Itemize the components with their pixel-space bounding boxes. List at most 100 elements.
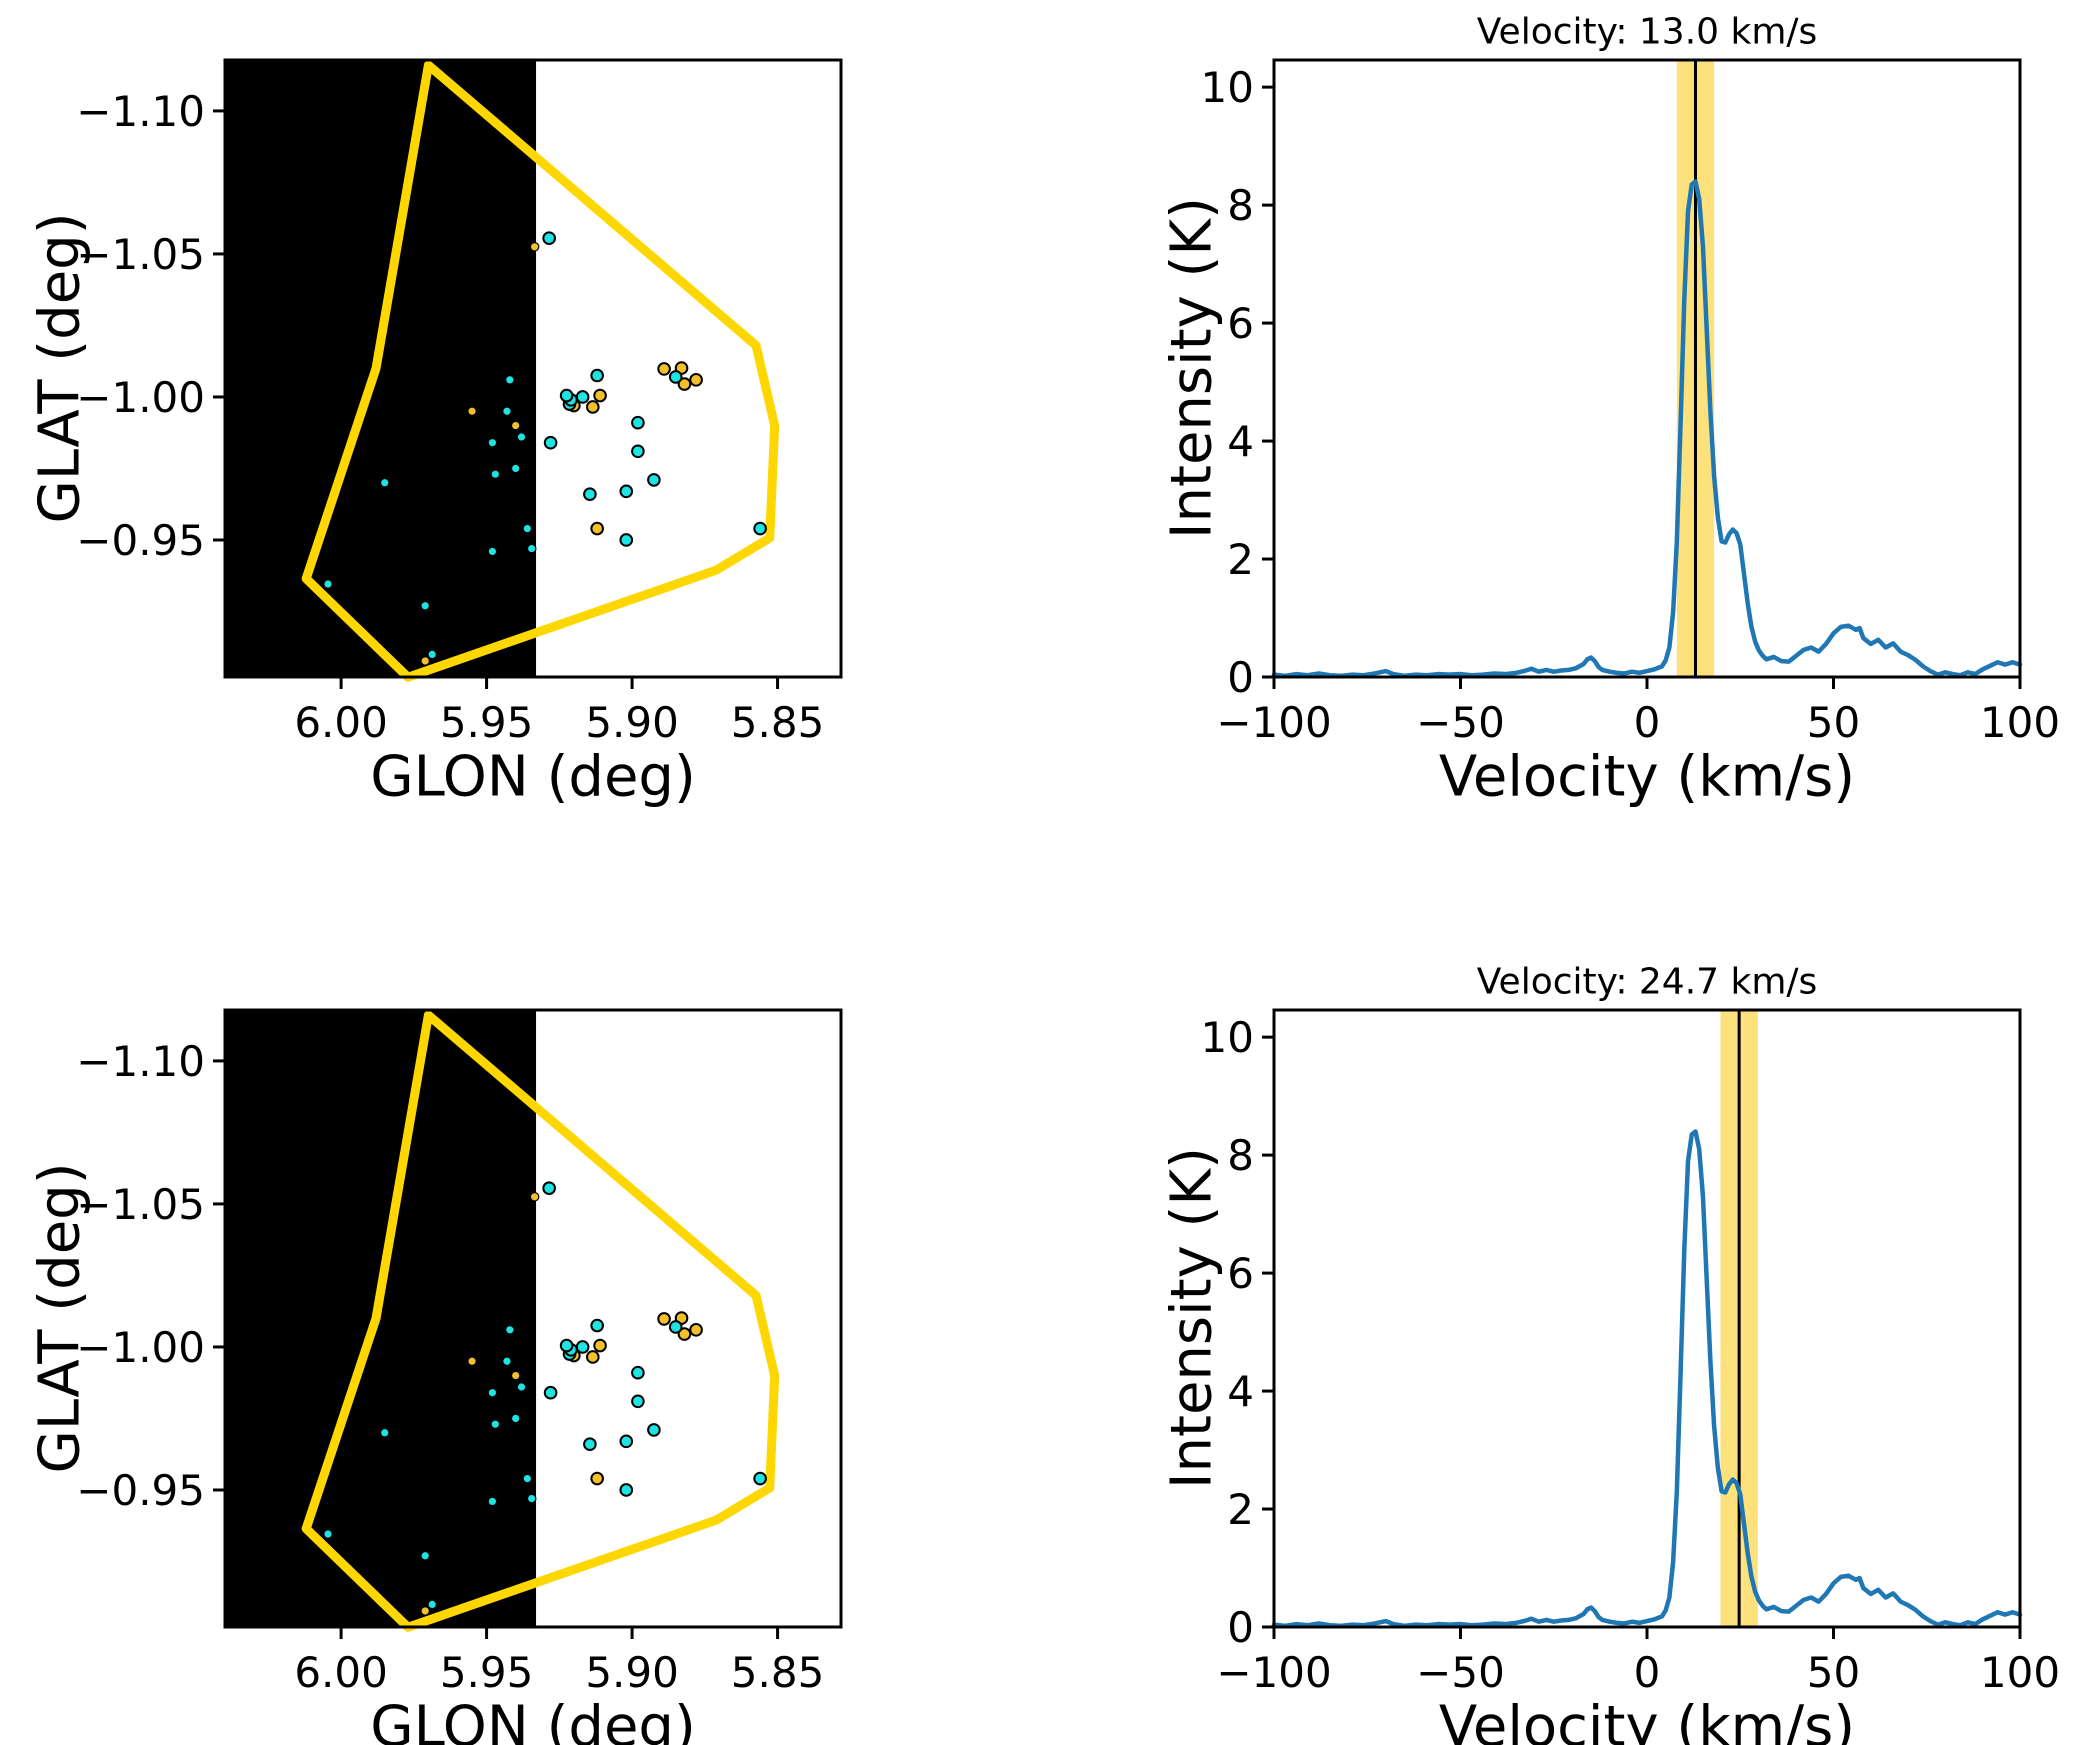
spectrum-bottom-ytick-label: 4 xyxy=(1227,1367,1254,1416)
map-bottom-point-cyan xyxy=(522,1473,533,1484)
map-bottom-point-cyan xyxy=(502,1356,512,1367)
map-top-point-cyan xyxy=(543,435,558,450)
map-top-point-cyan xyxy=(379,477,390,488)
map-top-point-cyan xyxy=(590,368,604,383)
map-top-point-cyan xyxy=(487,546,498,557)
map-top-xtick-label: 5.90 xyxy=(585,698,679,747)
spectrum-bottom-ytick-label: 6 xyxy=(1227,1249,1254,1298)
map-top-point-cyan xyxy=(505,374,515,385)
map-top-point-cyan xyxy=(510,463,521,474)
map-bottom-point-yellow xyxy=(689,1322,703,1337)
map-top-point-cyan xyxy=(516,432,527,442)
spectrum-top-xlabel: Velocity (km/s) xyxy=(1438,744,1856,810)
map-top-point-yellow xyxy=(593,388,607,403)
map-top-point-cyan xyxy=(420,600,430,611)
map-top-xlabel: GLON (deg) xyxy=(370,744,696,810)
map-bottom-point-cyan xyxy=(575,1340,590,1354)
map-bottom-point-cyan xyxy=(323,1529,333,1539)
spectrum-top-xtick-label: 100 xyxy=(1980,698,2060,747)
map-bottom-point-yellow xyxy=(593,1338,607,1353)
map-top-point-cyan xyxy=(583,487,597,502)
map-top-point-cyan xyxy=(427,649,437,660)
map-bottom-point-cyan xyxy=(490,1419,501,1429)
map-top-point-cyan xyxy=(559,388,574,403)
spectrum-top-ytick-label: 10 xyxy=(1201,63,1254,112)
map-top-ytick-label: −1.10 xyxy=(76,87,205,136)
spectrum-top-xtick-label: 0 xyxy=(1634,698,1661,747)
map-bottom-point-cyan xyxy=(510,1413,521,1424)
map-top-point-yellow xyxy=(585,400,600,414)
map-top-point-cyan xyxy=(753,521,767,536)
map-top-point-yellow xyxy=(467,406,477,417)
map-top-point-cyan xyxy=(490,469,501,479)
spectrum-top-spectrum-curve xyxy=(1271,179,2023,679)
map-top-footprint-polygon xyxy=(301,60,780,682)
map-bottom-ytick-label: −1.05 xyxy=(76,1180,205,1229)
spectrum-top-ytick-label: 6 xyxy=(1227,299,1254,348)
map-bottom-ytick-label: −1.10 xyxy=(76,1037,205,1086)
map-top-point-cyan xyxy=(647,473,661,487)
map-top-point-cyan xyxy=(526,543,537,554)
map-bottom-xtick-label: 5.95 xyxy=(440,1648,534,1697)
spectrum-top-ytick-label: 0 xyxy=(1227,653,1254,702)
spectrum-top-ytick-label: 4 xyxy=(1227,417,1254,466)
map-bottom-point-cyan xyxy=(516,1382,527,1392)
map-bottom-axes-border xyxy=(223,1008,843,1629)
map-bottom-point-cyan xyxy=(619,1434,634,1449)
spectrum-bottom-title: Velocity: 24.7 km/s xyxy=(1476,961,1818,1003)
map-top-point-cyan xyxy=(542,231,556,246)
spectrum-bottom-axes-border xyxy=(1272,1008,2022,1629)
spectrum-top-xtick-label: 50 xyxy=(1807,698,1860,747)
map-bottom-point-cyan xyxy=(619,1483,634,1497)
map-bottom-point-cyan xyxy=(505,1324,515,1335)
map-bottom-xlabel: GLON (deg) xyxy=(370,1694,696,1745)
map-bottom-point-cyan xyxy=(543,1385,558,1400)
spectrum-bottom-xtick-label: −50 xyxy=(1416,1648,1505,1697)
map-top-point-cyan xyxy=(619,533,634,547)
map-top-xtick-label: 5.85 xyxy=(731,698,825,747)
map-top-point-yellow xyxy=(510,420,521,431)
spectrum-bottom-xlabel: Velocity (km/s) xyxy=(1438,1694,1856,1745)
map-bottom-point-cyan xyxy=(427,1599,437,1610)
map-bottom-ylabel: GLAT (deg) xyxy=(27,1162,93,1474)
spectrum-bottom-spectrum-curve xyxy=(1271,1129,2023,1629)
map-bottom-point-yellow xyxy=(590,1471,604,1486)
map-top-point-cyan xyxy=(619,484,634,499)
map-bottom-point-cyan xyxy=(583,1437,597,1452)
spectrum-top-xtick-label: −50 xyxy=(1416,698,1505,747)
map-bottom-xtick-label: 5.90 xyxy=(585,1648,679,1697)
map-bottom-point-cyan xyxy=(420,1550,430,1561)
map-bottom-point-yellow xyxy=(529,1191,540,1202)
map-bottom-point-cyan xyxy=(379,1427,390,1438)
map-bottom-point-cyan xyxy=(668,1320,683,1334)
map-top-point-cyan xyxy=(631,444,645,459)
spectrum-bottom-ytick-label: 10 xyxy=(1201,1013,1254,1062)
map-top-point-cyan xyxy=(487,437,498,448)
map-bottom-xtick-label: 5.85 xyxy=(731,1648,825,1697)
spectrum-top-xtick-label: −100 xyxy=(1216,698,1331,747)
spectrum-top-title: Velocity: 13.0 km/s xyxy=(1476,11,1818,53)
map-top-point-cyan xyxy=(575,390,590,404)
map-top-ytick-label: −0.95 xyxy=(76,516,205,565)
map-bottom-point-cyan xyxy=(631,1365,645,1380)
spectrum-bottom-xtick-label: 50 xyxy=(1807,1648,1860,1697)
map-bottom-ytick-label: −1.00 xyxy=(76,1323,205,1372)
map-top-axes-border xyxy=(223,58,843,679)
spectrum-top-panel: −100 −50 0 50 100 0 2 4 6 8 10 xyxy=(1201,58,2060,747)
map-bottom-point-cyan xyxy=(526,1493,537,1504)
map-top-xtick-label: 6.00 xyxy=(294,698,388,747)
spectrum-bottom-ytick-label: 8 xyxy=(1227,1131,1254,1180)
map-top-point-yellow xyxy=(590,521,604,536)
map-bottom-point-yellow xyxy=(467,1356,477,1367)
map-top-panel: 6.00 5.95 5.90 5.85 −0.95 −1.00 −1.05 −1.10 xyxy=(76,58,843,747)
map-bottom-point-cyan xyxy=(631,1394,645,1409)
map-top-ytick-label: −1.05 xyxy=(76,230,205,279)
map-bottom-point-cyan xyxy=(753,1471,767,1486)
spectrum-bottom-xtick-label: 100 xyxy=(1980,1648,2060,1697)
spectrum-bottom-xtick-label: −100 xyxy=(1216,1648,1331,1697)
map-top-point-cyan xyxy=(502,406,512,417)
map-bottom-point-yellow xyxy=(657,1312,671,1326)
map-bottom-xtick-label: 6.00 xyxy=(294,1648,388,1697)
